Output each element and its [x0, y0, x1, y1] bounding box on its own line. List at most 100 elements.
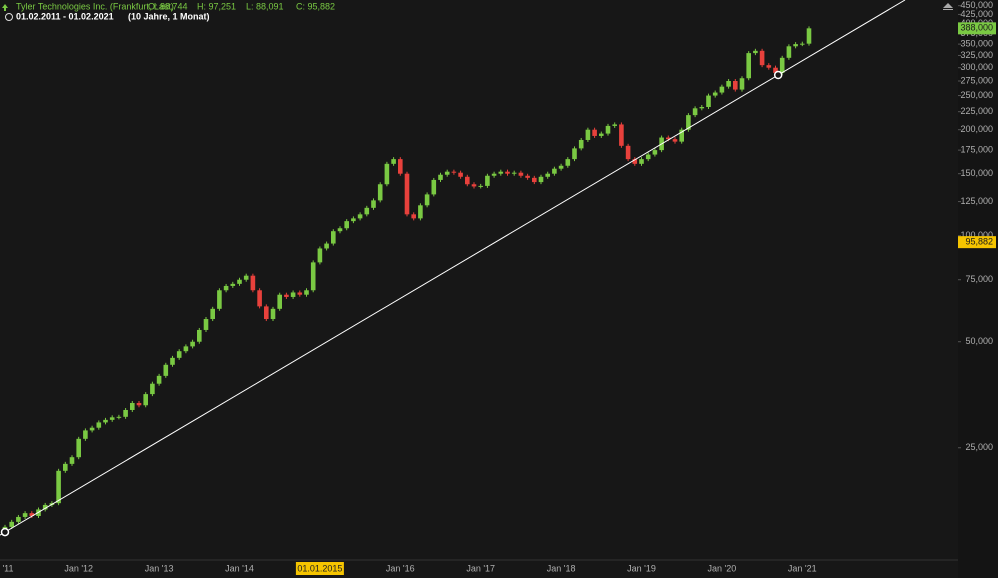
- candle-body: [712, 92, 718, 96]
- candle-body: [210, 308, 215, 320]
- y-tick-label: 325,000: [960, 50, 993, 60]
- y-tick-label: 300,000: [960, 62, 993, 72]
- y-tick-label: 25,000: [965, 442, 993, 452]
- candle-body: [143, 394, 148, 406]
- x-tick-label: Jan '13: [145, 563, 174, 573]
- scroll-up-icon[interactable]: [943, 3, 953, 8]
- candle-body: [478, 185, 483, 187]
- candle-body: [123, 409, 128, 417]
- crosshair-price-label: 95,882: [965, 237, 993, 247]
- y-tick-label: 50,000: [965, 336, 993, 346]
- candle-body: [257, 290, 262, 307]
- candle-body: [398, 159, 403, 174]
- candle-body: [511, 172, 517, 174]
- candle-body: [786, 46, 792, 58]
- ohlc-low: L: 88,091: [246, 1, 284, 11]
- x-tick-label: Jan '18: [547, 563, 576, 573]
- candle-body: [176, 351, 182, 358]
- candle-body: [572, 148, 577, 160]
- candle-body: [418, 205, 423, 219]
- candle-body: [331, 231, 336, 244]
- crosshair-price-box: [958, 236, 996, 249]
- candle-body: [270, 308, 276, 320]
- crosshair-date-label: 01.01.2015: [297, 563, 342, 573]
- header-period: (10 Jahre, 1 Monat): [128, 11, 210, 21]
- candle-body: [156, 375, 162, 384]
- candle-body: [793, 44, 798, 47]
- candle-body: [304, 290, 309, 295]
- y-tick-label: 450,000: [960, 0, 993, 10]
- y-tick-label: 125,000: [960, 196, 993, 206]
- x-tick-label: Jan '20: [708, 563, 737, 573]
- candle-body: [29, 513, 35, 517]
- candle-body: [498, 171, 504, 174]
- candle-body: [103, 419, 108, 423]
- y-tick-label: 200,000: [960, 124, 993, 134]
- candle-body: [89, 427, 95, 431]
- candle-body: [679, 129, 684, 142]
- candle-body: [357, 214, 363, 219]
- y-tick-label: 225,000: [960, 106, 993, 116]
- x-tick-label: Jan '19: [627, 563, 656, 573]
- y-tick-label: 175,000: [960, 144, 993, 154]
- candle-body: [753, 50, 758, 54]
- candle-body: [264, 306, 269, 320]
- candle-body: [645, 154, 651, 160]
- candle-body: [377, 184, 383, 201]
- candle-body: [297, 292, 303, 295]
- candle-body: [371, 200, 376, 208]
- candle-body: [364, 207, 370, 215]
- candle-body: [190, 341, 195, 347]
- candle-body: [183, 346, 189, 352]
- candle-body: [558, 165, 564, 169]
- candle-body: [746, 53, 751, 79]
- x-tick-label: Jan '14: [225, 563, 254, 573]
- candle-body: [491, 173, 497, 176]
- x-tick-label: '11: [2, 563, 13, 573]
- candle-body: [485, 175, 490, 186]
- last-price-box: [958, 22, 996, 35]
- candle-body: [96, 422, 102, 428]
- candle-body: [532, 177, 537, 183]
- candle-body: [290, 292, 296, 297]
- symbol-icon: [2, 4, 8, 11]
- candle-body: [779, 57, 785, 73]
- candle-body: [585, 129, 591, 140]
- candle-body: [203, 319, 209, 330]
- candle-body: [686, 115, 691, 130]
- candle-body: [116, 416, 122, 418]
- candle-body: [438, 174, 443, 180]
- candle-body: [163, 364, 169, 376]
- candle-body: [518, 172, 524, 176]
- candle-body: [565, 159, 571, 166]
- candle-body: [277, 294, 282, 309]
- ohlc-close: C: 95,882: [296, 1, 335, 11]
- candle-body: [692, 108, 698, 116]
- ohlc-open: O: 88,744: [148, 1, 188, 11]
- last-price-label: 388,000: [960, 23, 993, 33]
- candle-body: [250, 275, 256, 291]
- trendline: [0, 0, 906, 536]
- candle-body: [243, 275, 249, 280]
- candle-body: [69, 457, 75, 464]
- candle-body: [22, 513, 28, 517]
- candle-body: [324, 243, 329, 249]
- header-title: Tyler Technologies Inc. (Frankfurt, Last…: [16, 1, 174, 11]
- candle-body: [150, 383, 155, 395]
- candle-body: [666, 137, 671, 140]
- candle-body: [197, 329, 202, 342]
- crosshair-date-box: [295, 562, 344, 575]
- candle-body: [699, 106, 705, 109]
- candle-body: [612, 124, 617, 126]
- candle-body: [404, 173, 410, 215]
- candle-body: [9, 521, 14, 527]
- candle-body: [605, 125, 611, 134]
- candle-body: [109, 417, 115, 420]
- candle-body: [424, 194, 430, 206]
- candle-body: [317, 248, 323, 263]
- candle-body: [130, 402, 135, 410]
- y-tick-label: 150,000: [960, 168, 993, 178]
